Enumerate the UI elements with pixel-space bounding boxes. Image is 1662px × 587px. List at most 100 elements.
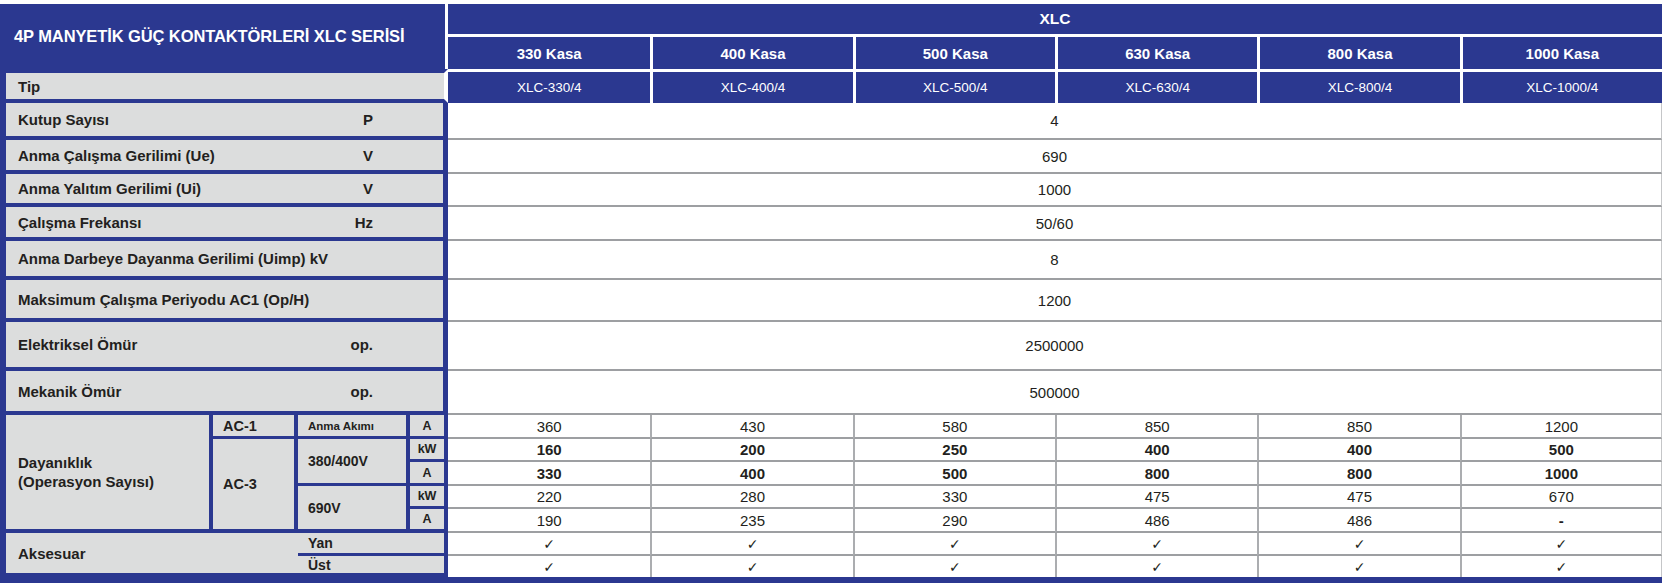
durability-label: Dayanıklık (Operasyon Sayısı) [0, 415, 213, 533]
table-header: 4P MANYETİK GÜÇ KONTAKTÖRLERİ XLC SERİSİ… [0, 0, 1662, 103]
case-header: 1000 Kasa [1460, 37, 1662, 69]
durability-value: - [1460, 509, 1662, 533]
model-cell: XLC-400/4 [650, 69, 852, 103]
checkmark: ✓ [650, 556, 852, 577]
unit-cell: A [410, 415, 448, 439]
product-spec-table: 4P MANYETİK GÜÇ KONTAKTÖRLERİ XLC SERİSİ… [0, 0, 1662, 583]
spec-value: 8 [448, 241, 1662, 280]
durability-value: 1000 [1460, 462, 1662, 486]
spec-unit: V [363, 147, 373, 164]
checkmark: ✓ [1257, 556, 1459, 577]
durability-value: 486 [1257, 509, 1459, 533]
spec-value: 1200 [448, 280, 1662, 322]
spec-label-cell: Anma Darbeye Dayanma Gerilimi (Uimp) kV [0, 241, 448, 280]
model-cell: XLC-330/4 [448, 69, 650, 103]
ac3-label: AC-3 [213, 439, 298, 533]
durability-value: 330 [448, 462, 650, 486]
spec-value: 690 [448, 140, 1662, 174]
spec-label: Mekanik Ömür [18, 383, 121, 400]
durability-value: 430 [650, 415, 852, 439]
checkmark: ✓ [1460, 556, 1662, 577]
model-cell: XLC-500/4 [853, 69, 1055, 103]
spec-label-cell: Çalışma Frekansı Hz [0, 207, 448, 241]
accessory-row-label: Yan [298, 533, 448, 556]
unit-cell: kW [410, 486, 448, 509]
checkmark: ✓ [650, 533, 852, 556]
durability-value: 800 [1055, 462, 1257, 486]
checkmark: ✓ [448, 556, 650, 577]
durability-value: 200 [650, 439, 852, 462]
unit-cell: A [410, 509, 448, 533]
spec-unit: Hz [355, 214, 373, 231]
durability-value: 400 [1257, 439, 1459, 462]
durability-value: 250 [853, 439, 1055, 462]
spec-row: Mekanik Ömür op. 500000 [0, 371, 1662, 415]
spec-value: 2500000 [448, 322, 1662, 371]
case-header: 630 Kasa [1055, 37, 1257, 69]
spec-value: 500000 [448, 371, 1662, 415]
durability-value: 220 [448, 486, 650, 509]
durability-value: 850 [1257, 415, 1459, 439]
spec-label: Anma Çalışma Gerilimi (Ue) [18, 147, 215, 164]
model-cell: XLC-630/4 [1055, 69, 1257, 103]
rated-current-label: Anma Akımı [298, 415, 410, 439]
spec-value: 50/60 [448, 207, 1662, 241]
checkmark: ✓ [448, 533, 650, 556]
durability-value: 290 [853, 509, 1055, 533]
durability-section: Dayanıklık (Operasyon Sayısı) AC-1 AC-3 … [0, 415, 1662, 533]
durability-value: 280 [650, 486, 852, 509]
spec-label-cell: Kutup Sayısı P [0, 103, 448, 140]
series-header: XLC [448, 4, 1662, 37]
durability-value: 400 [1055, 439, 1257, 462]
spec-label: Çalışma Frekansı [18, 214, 141, 231]
spec-label-cell: Anma Yalıtım Gerilimi (Ui) V [0, 174, 448, 207]
durability-value: 235 [650, 509, 852, 533]
ac1-label: AC-1 [213, 415, 298, 439]
spec-value: 4 [448, 103, 1662, 140]
spec-label-cell: Mekanik Ömür op. [0, 371, 448, 415]
durability-value: 1200 [1460, 415, 1662, 439]
case-header: 400 Kasa [650, 37, 852, 69]
checkmark: ✓ [853, 556, 1055, 577]
case-header: 330 Kasa [448, 37, 650, 69]
durability-value: 475 [1055, 486, 1257, 509]
checkmark: ✓ [1257, 533, 1459, 556]
checkmark: ✓ [853, 533, 1055, 556]
spec-row: Elektriksel Ömür op. 2500000 [0, 322, 1662, 371]
spec-label-cell: Maksimum Çalışma Periyodu AC1 (Op/H) [0, 280, 448, 322]
spec-unit: op. [351, 383, 374, 400]
durability-value: 400 [650, 462, 852, 486]
durability-value: 475 [1257, 486, 1459, 509]
durability-value: 160 [448, 439, 650, 462]
voltage-380-label: 380/400V [298, 439, 410, 486]
durability-value: 190 [448, 509, 650, 533]
checkmark: ✓ [1055, 533, 1257, 556]
unit-cell: kW [410, 439, 448, 462]
spec-unit: V [363, 180, 373, 197]
checkmark: ✓ [1055, 556, 1257, 577]
accessories-section: Aksesuar Yan Üst ✓ ✓ ✓ ✓ ✓ ✓ ✓ ✓ ✓ ✓ ✓ ✓ [0, 533, 1662, 577]
durability-value: 360 [448, 415, 650, 439]
accessory-row-label: Üst [298, 556, 448, 577]
spec-row: Çalışma Frekansı Hz 50/60 [0, 207, 1662, 241]
durability-value: 670 [1460, 486, 1662, 509]
spec-row: Anma Çalışma Gerilimi (Ue) V 690 [0, 140, 1662, 174]
spec-label-cell: Elektriksel Ömür op. [0, 322, 448, 371]
spec-unit: P [363, 111, 373, 128]
checkmark: ✓ [1460, 533, 1662, 556]
spec-unit: op. [351, 336, 374, 353]
durability-value: 330 [853, 486, 1055, 509]
spec-label: Anma Darbeye Dayanma Gerilimi (Uimp) kV [18, 250, 328, 267]
spec-label: Elektriksel Ömür [18, 336, 137, 353]
unit-cell: A [410, 462, 448, 486]
spec-label: Maksimum Çalışma Periyodu AC1 (Op/H) [18, 291, 309, 308]
case-header: 800 Kasa [1257, 37, 1459, 69]
model-cell: XLC-800/4 [1257, 69, 1459, 103]
accessories-label: Aksesuar [0, 533, 298, 577]
spec-row: Anma Yalıtım Gerilimi (Ui) V 1000 [0, 174, 1662, 207]
table-bottom-border [0, 577, 1662, 583]
spec-value: 1000 [448, 174, 1662, 207]
voltage-690-label: 690V [298, 486, 410, 533]
spec-label: Kutup Sayısı [18, 111, 109, 128]
spec-row: Kutup Sayısı P 4 [0, 103, 1662, 140]
